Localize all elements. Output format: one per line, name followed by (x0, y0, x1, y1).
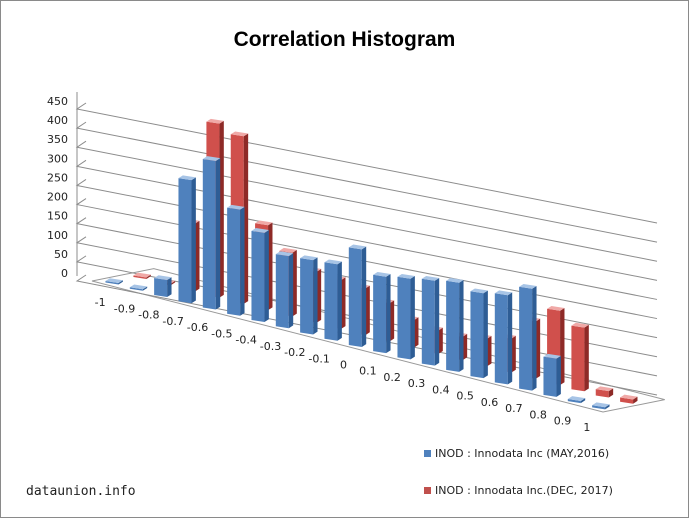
x-tick-label: 1 (583, 421, 590, 434)
bar-may2016-0.2 (397, 273, 415, 360)
bar-may2016--1 (105, 278, 123, 285)
bar-may2016-0.5 (470, 288, 488, 379)
y-tick-label: 400 (47, 114, 68, 127)
y-tick-label: 50 (54, 248, 68, 261)
bar-dec2017-0.8 (571, 322, 589, 392)
bar-may2016-0.3 (421, 275, 440, 366)
bar-may2016--0.2 (300, 255, 318, 335)
bar-may2016-0.1 (373, 271, 391, 354)
bar-may2016--0.8 (154, 275, 172, 298)
x-tick-label: 0 (340, 359, 347, 372)
x-tick-label: 0.7 (505, 402, 523, 415)
bar-may2016-0.9 (567, 396, 586, 404)
x-tick-label: -0.8 (138, 309, 159, 322)
x-tick-label: -0.1 (308, 352, 329, 365)
bar-may2016-0.6 (494, 290, 513, 385)
legend-item-1: INOD : Innodata Inc (MAY,2016) (424, 447, 609, 460)
y-tick-label: 150 (47, 210, 68, 223)
bar-may2016--0.7 (178, 175, 196, 304)
bar-may2016--0.3 (275, 251, 294, 329)
x-tick-label: -0.5 (211, 327, 232, 340)
legend-item-2: INOD : Innodata Inc.(DEC, 2017) (424, 484, 613, 497)
bar-may2016-0 (348, 244, 367, 347)
gridline (75, 159, 658, 281)
x-tick-label: 0.4 (432, 383, 450, 396)
y-tick-label: 450 (47, 95, 68, 108)
x-tick-label: -0.3 (260, 340, 281, 353)
bar-may2016--0.1 (324, 259, 342, 341)
gridline (75, 140, 658, 262)
bar-dec2017-0.9 (595, 386, 614, 398)
bar-may2016--0.9 (129, 284, 148, 291)
x-tick-label: -0.2 (284, 346, 305, 359)
bar-may2016-0.4 (446, 277, 464, 372)
x-tick-label: 0.3 (408, 377, 426, 390)
legend-label-1: INOD : Innodata Inc (MAY,2016) (435, 447, 610, 460)
y-tick-label: 0 (61, 267, 68, 280)
bar-may2016--0.4 (251, 228, 269, 322)
bar-may2016-0.7 (519, 283, 537, 391)
y-tick-label: 250 (47, 171, 68, 184)
gridline (75, 102, 658, 224)
bar-may2016-0.8 (543, 353, 561, 397)
x-tick-label: 0.9 (554, 415, 572, 428)
x-tick-label: -1 (95, 296, 106, 309)
x-tick-label: -0.7 (162, 315, 183, 328)
y-tick-label: 100 (47, 229, 68, 242)
legend-swatch-1 (424, 450, 431, 457)
y-tick-label: 300 (47, 152, 68, 165)
bar-may2016-1 (592, 402, 610, 410)
x-tick-label: -0.6 (187, 321, 208, 334)
bar-may2016--0.5 (227, 204, 245, 316)
x-tick-label: -0.4 (235, 334, 256, 347)
x-tick-label: 0.2 (383, 371, 401, 384)
x-tick-label: 0.5 (456, 390, 474, 403)
bar-may2016--0.6 (202, 156, 221, 310)
gridline (75, 121, 658, 243)
bar-dec2017-1 (620, 394, 638, 404)
y-tick-label: 200 (47, 191, 68, 204)
chart-title: Correlation Histogram (233, 28, 456, 51)
legend-label-2: INOD : Innodata Inc.(DEC, 2017) (435, 484, 613, 497)
y-tick-label: 350 (47, 133, 68, 146)
bar-dec2017--1 (133, 272, 151, 279)
watermark: dataunion.info (26, 484, 136, 499)
x-tick-label: 0.6 (481, 396, 499, 409)
x-tick-label: 0.1 (359, 365, 377, 378)
legend-swatch-2 (424, 487, 431, 494)
x-tick-label: 0.8 (529, 408, 547, 421)
x-tick-label: -0.9 (114, 302, 135, 315)
